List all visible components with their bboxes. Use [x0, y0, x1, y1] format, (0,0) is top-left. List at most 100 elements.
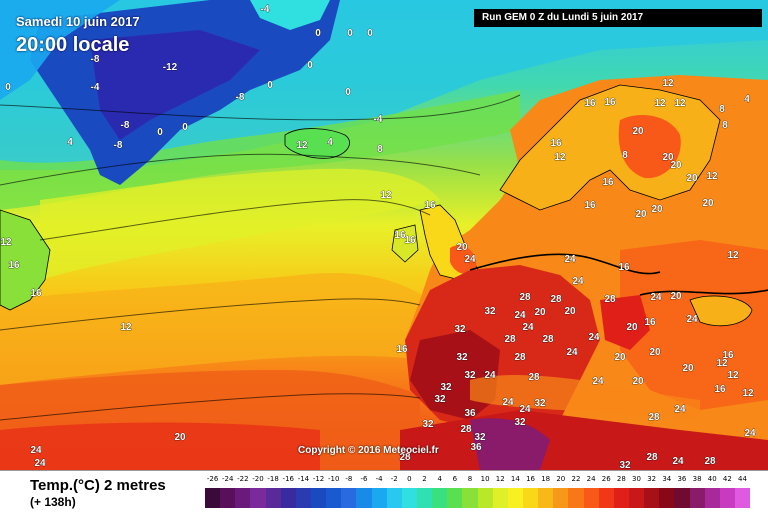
scale-tick-label: 42 — [722, 475, 732, 483]
mild-band — [40, 168, 440, 280]
forecast-time: 20:00 locale — [16, 34, 130, 56]
scale-tick-label: -22 — [237, 475, 249, 483]
temperature-value-label: 12 — [742, 388, 754, 399]
finland-warm-spot — [618, 115, 681, 179]
scale-swatch — [553, 488, 569, 508]
scale-tick-labels: -26 -24 -22 -20 -18 -16 -14 -12 -10 -8 -6 -4 -2 0 2 4 6 8… — [205, 475, 750, 487]
temperature-value-label: 8 — [719, 104, 725, 115]
temperature-value-label: 12 — [706, 171, 718, 182]
temperature-value-label: 20 — [564, 306, 576, 317]
temperature-value-label: 12 — [296, 140, 308, 151]
temperature-value-label: -8 — [236, 92, 245, 103]
temperature-value-label: 16 — [584, 98, 596, 109]
scandinavia — [499, 84, 721, 211]
temperature-value-label: 16 — [396, 344, 408, 355]
temperature-value-label: 36 — [464, 408, 476, 419]
temperature-value-label: 28 — [528, 372, 540, 383]
scale-tick-label: 28 — [616, 475, 626, 483]
scale-tick-label: -6 — [360, 475, 368, 483]
scale-tick-label: 14 — [510, 475, 520, 483]
temperature-value-label: 24 — [650, 292, 662, 303]
temperature-value-label: 16 — [424, 200, 436, 211]
temperature-value-label: 4 — [67, 137, 73, 148]
scale-tick-label: 40 — [707, 475, 717, 483]
temperature-value-label: 8 — [377, 144, 383, 155]
temperature-value-label: 28 — [550, 294, 562, 305]
temperature-value-label: 28 — [646, 452, 658, 463]
temperature-value-label: -8 — [114, 140, 123, 151]
temperature-value-label: -4 — [374, 114, 383, 125]
scale-tick-label: -4 — [375, 475, 383, 483]
temperature-value-label: 28 — [648, 412, 660, 423]
temperature-value-label: 0 — [347, 28, 353, 39]
scale-tick-label: 22 — [571, 475, 581, 483]
temperature-value-label: 20 — [626, 322, 638, 333]
model-run-info: Run GEM 0 Z du Lundi 5 juin 2017 — [474, 9, 762, 27]
temperature-value-label: 20 — [174, 432, 186, 443]
temperature-value-label: 16 — [550, 138, 562, 149]
color-scale: -26 -24 -22 -20 -18 -16 -14 -12 -10 -8 -6 -4 -2 0 2 4 6 8… — [205, 475, 751, 509]
eastern-europe — [620, 240, 768, 410]
temperature-value-label: 16 — [584, 200, 596, 211]
scale-tick-label: -26 — [206, 475, 219, 483]
temperature-value-label: 20 — [534, 307, 546, 318]
scale-swatch — [220, 488, 236, 508]
temperature-value-label: 12 — [380, 190, 392, 201]
scale-tick-label: -12 — [312, 475, 325, 483]
temperature-value-label: 16 — [30, 288, 42, 299]
temperature-value-label: 16 — [394, 230, 406, 241]
temperature-value-label: 20 — [635, 209, 647, 220]
temperature-value-label: 20 — [649, 347, 661, 358]
scale-swatch — [250, 488, 266, 508]
temperature-value-label: 0 — [367, 28, 373, 39]
isotherm-line — [0, 153, 481, 186]
temperature-value-label: 24 — [514, 310, 526, 321]
temperature-value-label: 32 — [454, 324, 466, 335]
temperature-value-label: 0 — [345, 87, 351, 98]
scale-swatch — [432, 488, 448, 508]
temperature-value-label: 12 — [662, 78, 674, 89]
scale-swatch — [462, 488, 478, 508]
temperature-value-label: 12 — [554, 152, 566, 163]
temperature-value-label: 24 — [30, 445, 42, 456]
temperature-value-label: 24 — [522, 322, 534, 333]
temperature-value-label: 32 — [440, 382, 452, 393]
temperature-value-label: 24 — [502, 397, 514, 408]
scale-tick-label: 24 — [586, 475, 596, 483]
scale-swatch — [235, 488, 251, 508]
scale-swatch — [341, 488, 357, 508]
temperature-value-label: 20 — [682, 363, 694, 374]
temperature-value-label: 0 — [157, 127, 163, 138]
scale-tick-label: -2 — [390, 475, 398, 483]
scale-tick-label: 44 — [738, 475, 747, 483]
iceland — [284, 128, 350, 159]
scale-swatch — [295, 488, 311, 508]
forecast-date: Samedi 10 juin 2017 — [16, 14, 140, 29]
copyright-notice: Copyright © 2016 Meteociel.fr — [298, 445, 439, 456]
temperature-value-label: 20 — [614, 352, 626, 363]
scale-tick-label: 8 — [467, 475, 473, 483]
temperature-value-label: 32 — [534, 398, 546, 409]
warm-band — [0, 272, 430, 385]
legend-subtitle: (+ 138h) — [30, 495, 76, 509]
balkans-hot — [600, 295, 650, 350]
scale-tick-label: 30 — [632, 475, 641, 483]
isotherm-line — [0, 393, 421, 421]
temperature-value-label: 32 — [456, 352, 468, 363]
scale-tick-label: 32 — [647, 475, 657, 483]
scale-swatch — [205, 488, 221, 508]
scale-tick-label: -14 — [297, 475, 310, 483]
scale-swatch — [416, 488, 433, 508]
temperature-value-label: 24 — [566, 347, 578, 358]
scale-tick-label: 18 — [541, 475, 551, 483]
temperature-value-label: 28 — [604, 294, 616, 305]
temperature-value-label: -12 — [163, 62, 178, 73]
legend-footer: Temp.(°C) 2 metres (+ 138h) -26 -24 -22 -20… — [0, 470, 768, 513]
temperature-value-label: 4 — [327, 137, 333, 148]
temperature-value-label: 20 — [670, 160, 682, 171]
temperature-value-label: 24 — [464, 254, 476, 265]
scale-tick-label: 10 — [480, 475, 490, 483]
temperature-value-label: 20 — [651, 204, 663, 215]
scale-tick-label: 16 — [526, 475, 535, 483]
scale-swatch — [447, 488, 463, 508]
